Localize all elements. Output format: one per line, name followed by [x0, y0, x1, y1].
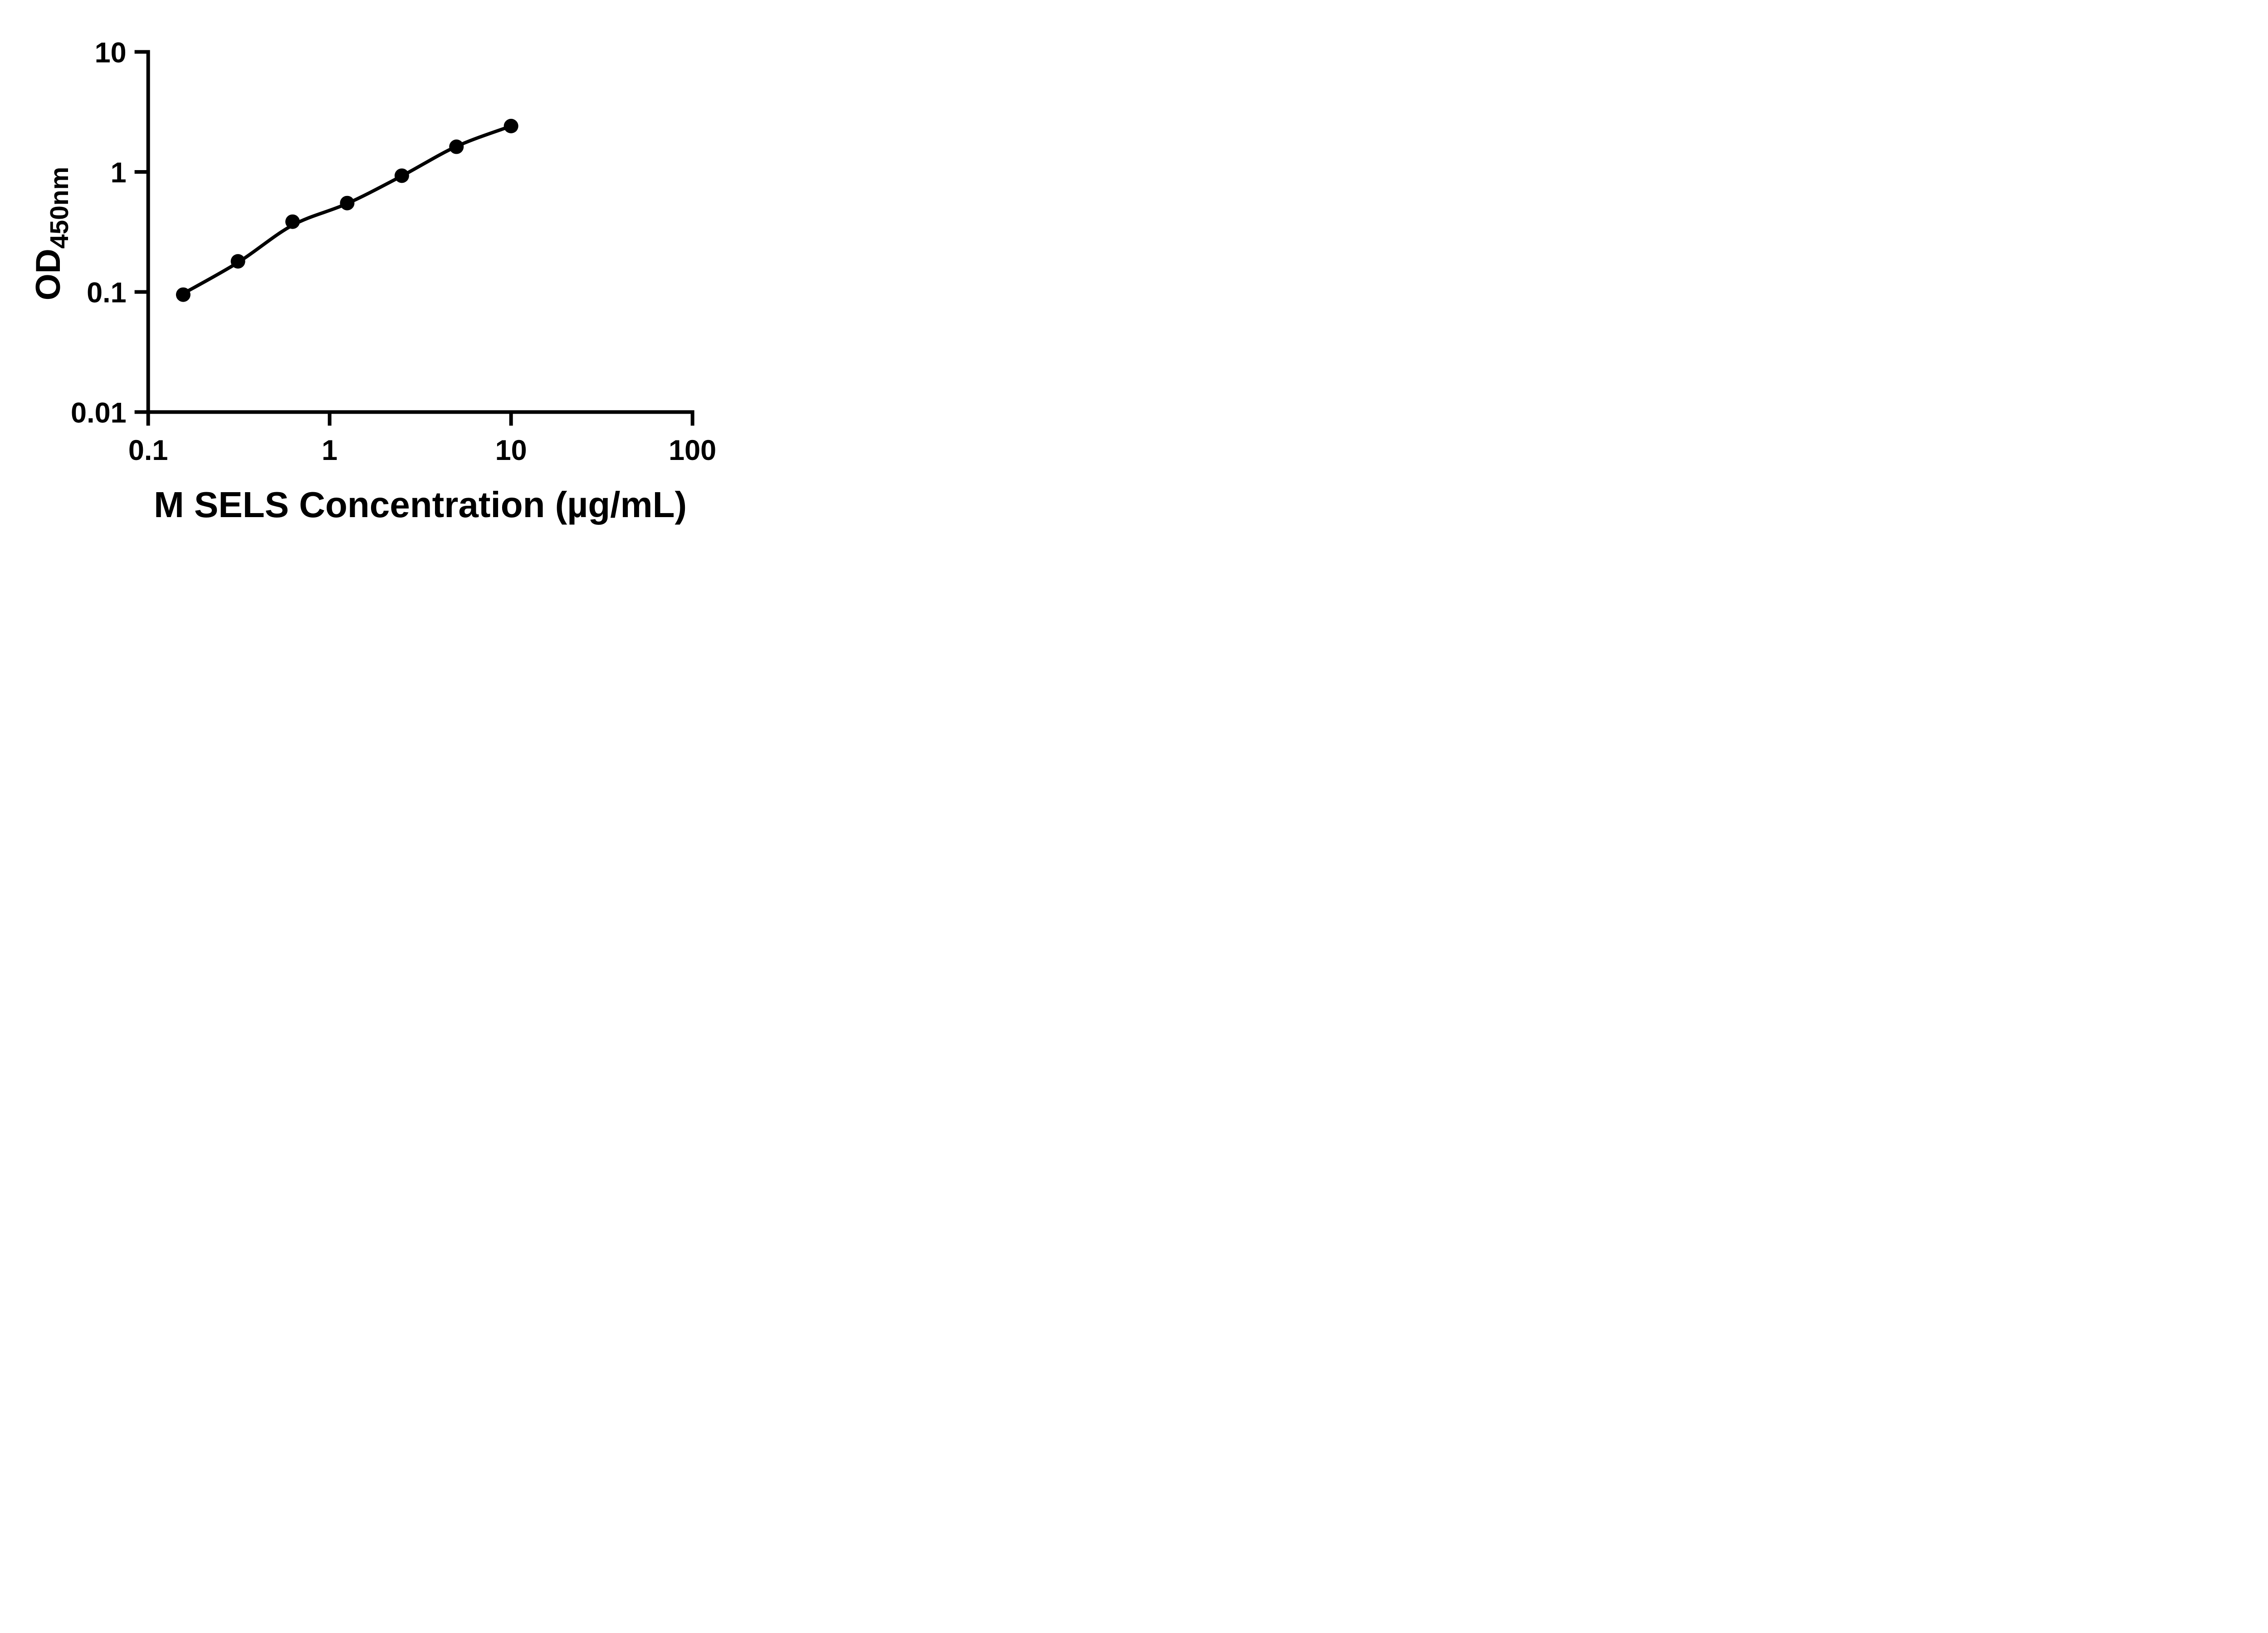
data-point [340, 196, 355, 210]
y-axis-line [134, 50, 150, 412]
data-point [394, 168, 409, 183]
plot-layer [176, 118, 518, 302]
y-axis-title-subscript: 450nm [45, 167, 74, 249]
y-tick-label: 1 [111, 157, 127, 189]
x-tick-label: 0.1 [128, 435, 168, 466]
data-point [230, 254, 245, 269]
y-tick-label: 10 [95, 37, 127, 68]
data-point [285, 214, 300, 229]
data-point [449, 139, 464, 154]
y-tick-label: 0.1 [87, 277, 127, 309]
data-point [503, 118, 518, 133]
y-axis-title: OD450nm [29, 167, 74, 301]
ticks-layer [134, 170, 513, 426]
y-axis-title-main: OD [29, 249, 68, 300]
x-axis-line [148, 410, 694, 426]
x-tick-label: 10 [495, 435, 527, 466]
y-tick-label: 0.01 [71, 397, 127, 429]
x-tick-label: 100 [669, 435, 716, 466]
data-point [176, 287, 191, 302]
x-axis-title: M SELS Concentration (µg/mL) [154, 484, 687, 525]
axes-layer [134, 50, 694, 426]
elisa-standard-curve-figure: 10 1 0.1 0.01 0.1 1 10 100 M SELS Concentration… [0, 0, 776, 544]
x-tick-label: 1 [322, 435, 337, 466]
